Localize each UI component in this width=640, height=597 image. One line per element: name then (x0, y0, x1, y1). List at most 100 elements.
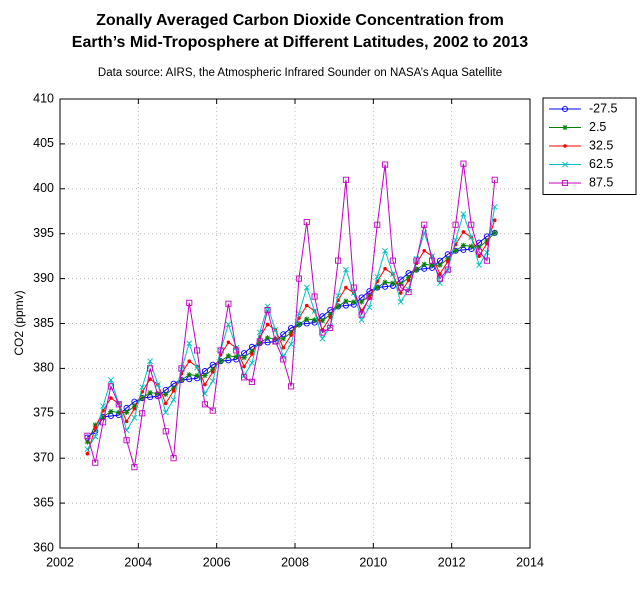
marker (209, 407, 216, 414)
marker (366, 293, 373, 300)
marker (366, 304, 373, 311)
y-tick-label: 395 (33, 226, 54, 240)
marker (343, 298, 349, 304)
marker (452, 221, 459, 228)
marker (288, 329, 294, 336)
marker (186, 299, 193, 306)
marker (476, 248, 483, 255)
marker (460, 211, 467, 217)
y-tick-label: 390 (33, 271, 54, 285)
marker (436, 275, 443, 282)
marker (281, 345, 286, 350)
marker (460, 242, 467, 248)
marker (492, 230, 498, 236)
marker (483, 257, 490, 264)
marker (311, 317, 318, 323)
marker (108, 408, 114, 415)
marker (241, 372, 248, 379)
marker (374, 284, 380, 291)
marker (445, 256, 451, 262)
marker (107, 383, 114, 390)
marker (311, 293, 318, 300)
marker (406, 278, 411, 283)
x-tick-label: 2014 (516, 555, 544, 569)
marker (248, 378, 255, 385)
marker (84, 432, 91, 439)
marker (109, 396, 113, 400)
marker (124, 419, 129, 424)
marker (295, 310, 302, 317)
marker (351, 299, 357, 305)
marker (217, 358, 224, 364)
legend-label: -27.5 (589, 101, 618, 115)
marker (304, 303, 309, 308)
marker (170, 396, 177, 403)
legend-label: 62.5 (589, 157, 613, 171)
marker (429, 262, 435, 268)
marker (484, 238, 490, 244)
marker (92, 433, 99, 440)
marker (84, 439, 91, 445)
x-tick-label: 2002 (46, 555, 74, 569)
marker (437, 262, 443, 268)
y-tick-label: 405 (33, 136, 54, 150)
marker (100, 403, 107, 410)
marker (429, 257, 436, 264)
legend-label: 32.5 (589, 138, 613, 152)
marker (178, 377, 185, 383)
marker (154, 392, 161, 399)
marker (155, 390, 161, 397)
marker (350, 284, 357, 291)
marker (194, 347, 201, 354)
marker (405, 275, 412, 281)
marker (170, 385, 177, 391)
marker (468, 221, 475, 228)
marker (186, 372, 192, 378)
marker (358, 311, 365, 318)
marker (477, 254, 481, 258)
marker (241, 374, 248, 381)
marker (248, 360, 255, 366)
marker (202, 372, 208, 379)
marker (225, 321, 232, 328)
marker (187, 359, 192, 364)
y-axis-label: CO2 (ppmv) (12, 290, 26, 355)
y-tick-label: 380 (33, 361, 54, 375)
marker (319, 318, 326, 324)
x-tick-label: 2010 (359, 555, 387, 569)
marker (491, 203, 498, 210)
marker (209, 378, 216, 384)
legend-marker (563, 144, 567, 148)
marker (116, 409, 122, 416)
marker (389, 271, 396, 278)
y-tick-label: 385 (33, 316, 54, 330)
marker (217, 347, 224, 354)
x-tick-label: 2004 (124, 555, 152, 569)
marker (233, 347, 240, 354)
marker (460, 160, 467, 167)
legend-label: 2.5 (589, 120, 606, 134)
legend-label: 87.5 (589, 175, 613, 189)
marker (295, 275, 302, 282)
marker (452, 248, 459, 254)
marker (272, 326, 279, 333)
marker (342, 266, 349, 273)
marker (92, 459, 99, 466)
marker (374, 273, 381, 280)
marker (148, 377, 152, 381)
marker (397, 299, 404, 305)
marker (241, 355, 247, 361)
y-tick-label: 410 (33, 91, 54, 105)
marker (492, 218, 497, 223)
marker (444, 266, 451, 273)
marker (382, 279, 388, 285)
marker (374, 221, 381, 228)
marker (85, 451, 90, 456)
marker (264, 306, 271, 314)
marker (264, 303, 271, 310)
x-tick-label: 2012 (438, 555, 466, 569)
marker (476, 262, 483, 269)
marker (390, 280, 396, 286)
marker (483, 249, 490, 256)
marker (225, 353, 232, 359)
